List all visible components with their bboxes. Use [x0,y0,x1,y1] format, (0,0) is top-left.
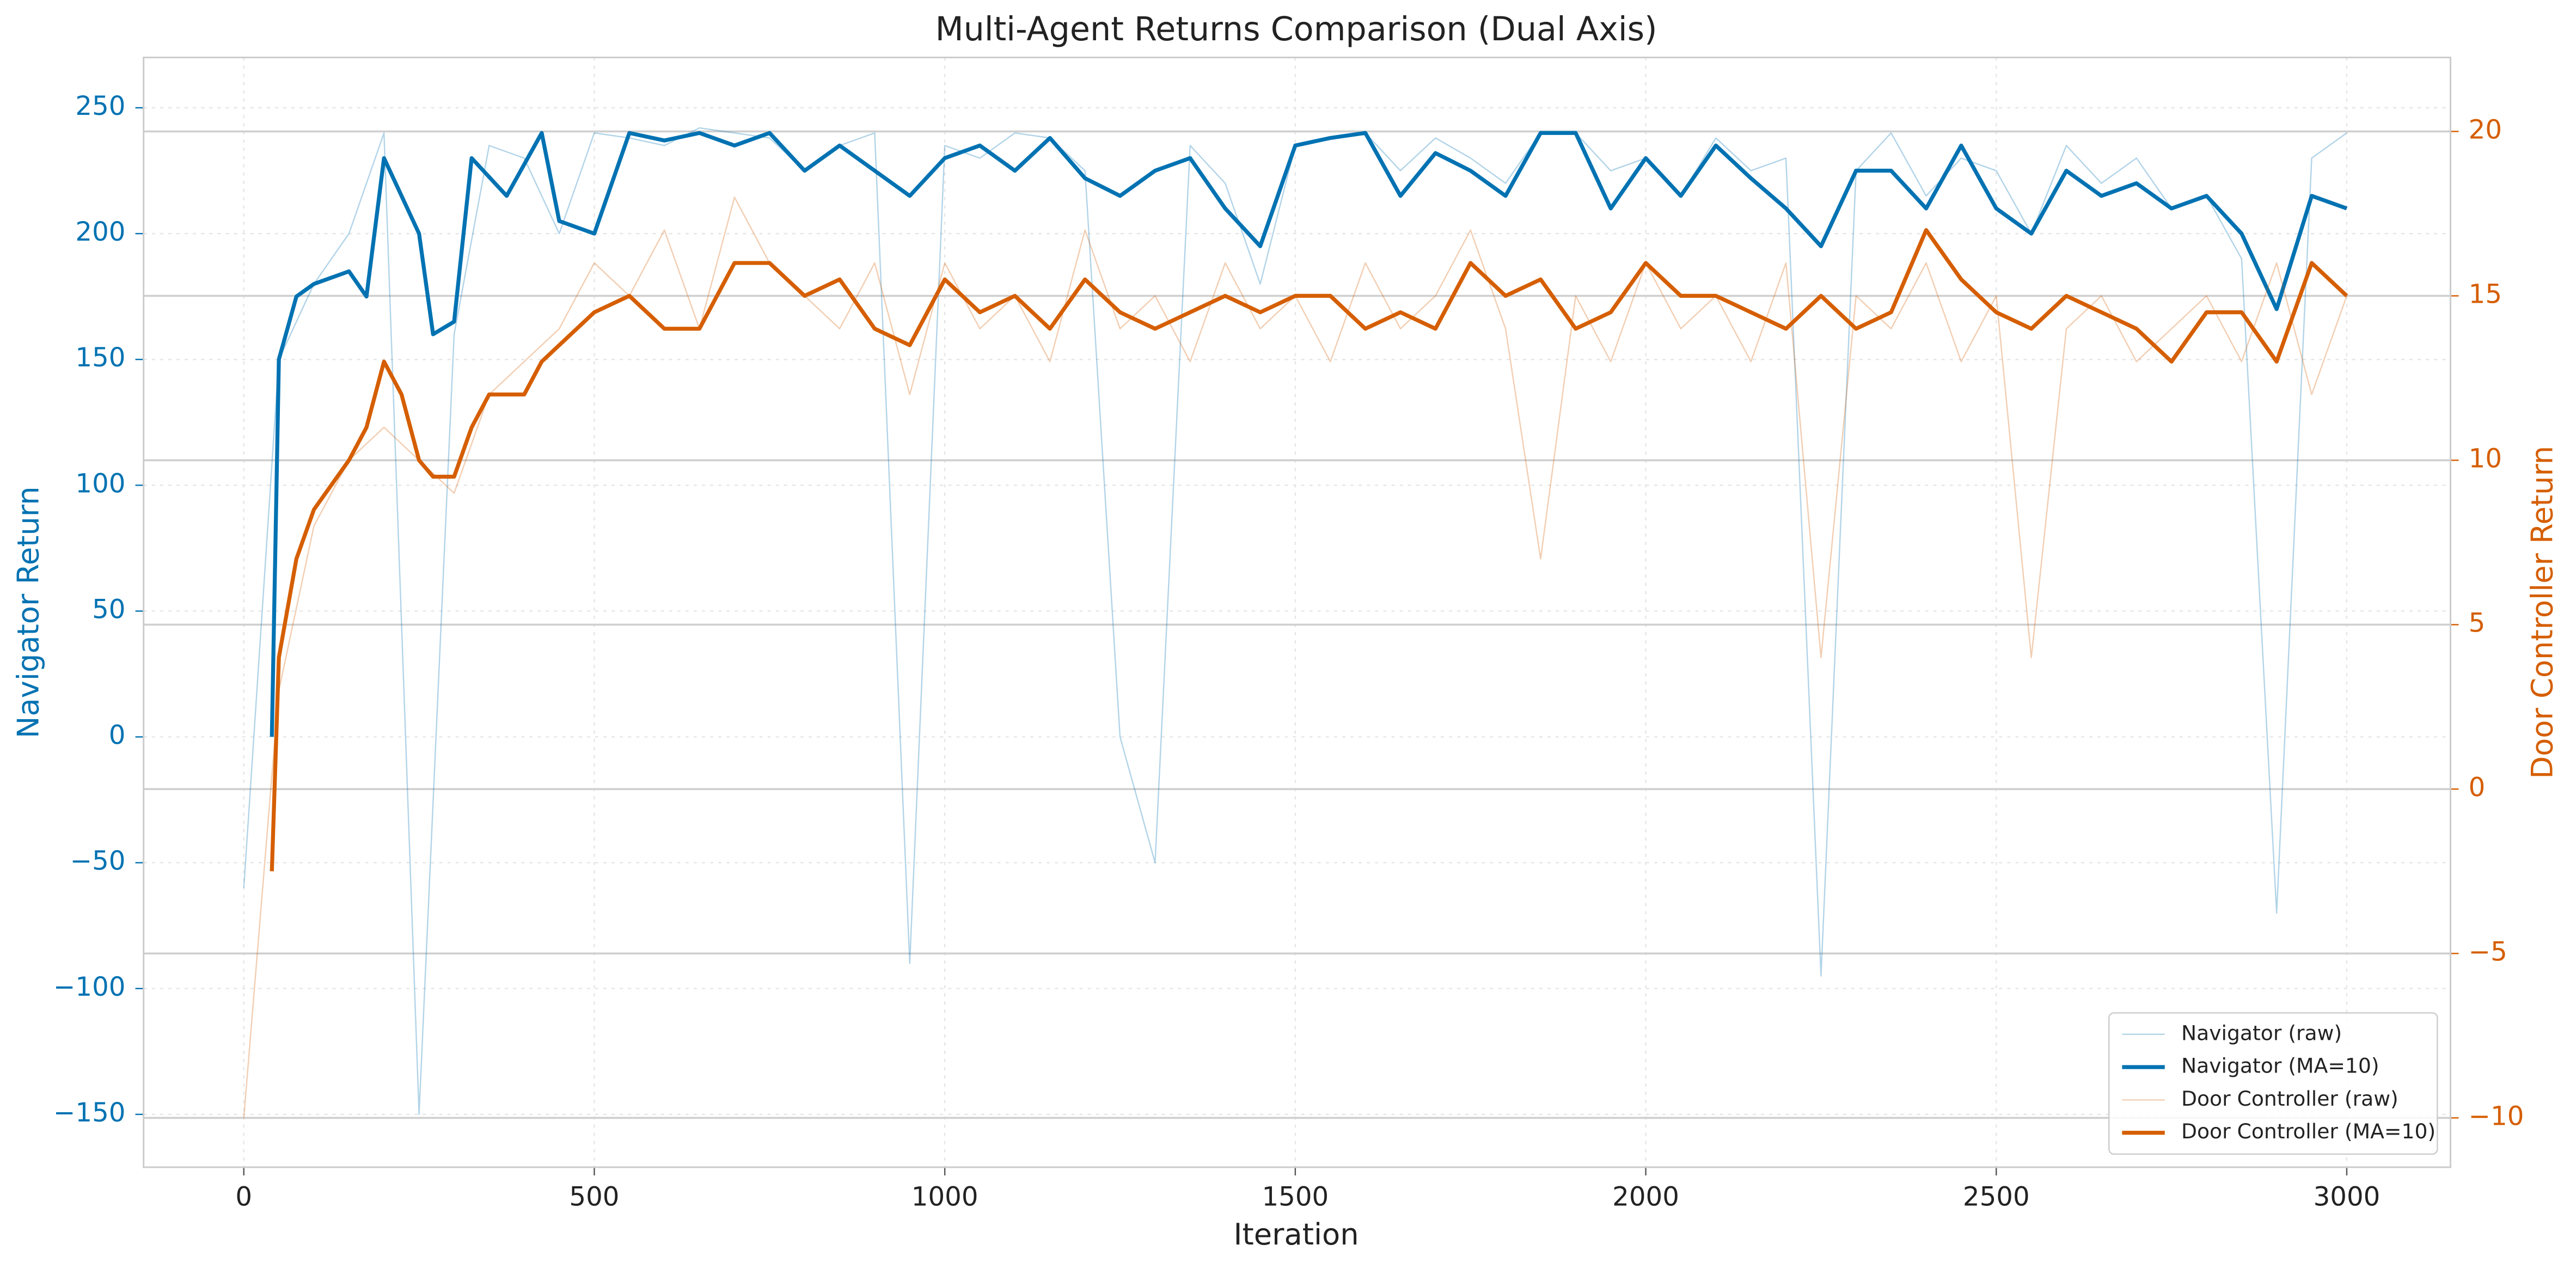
y-tick-label: 200 [75,217,125,247]
y2-tick-label: −10 [2469,1101,2524,1131]
series-line [270,228,2348,872]
x-tick-label: 500 [569,1181,619,1212]
chart-title: Multi-Agent Returns Comparison (Dual Axi… [935,10,1657,48]
y-tick-label: 100 [75,468,125,499]
legend-label: Navigator (MA=10) [2181,1054,2379,1078]
y-axis-label: Navigator Return [11,486,46,738]
series-line [270,131,2348,737]
x-tick-label: 1000 [911,1181,978,1212]
y2-tick-label: 5 [2469,608,2486,638]
x-tick-label: 0 [235,1181,252,1212]
y-tick-label: 250 [75,91,125,121]
y-tick-label: −150 [53,1098,125,1128]
plot-frame [143,57,2451,1168]
x-tick-label: 1500 [1262,1181,1329,1212]
legend-label: Door Controller (MA=10) [2181,1119,2436,1143]
y2-tick-label: 0 [2469,772,2486,802]
y-tick-label: −50 [70,846,126,876]
y2-tick-label: 10 [2469,443,2502,474]
y2-axis-label: Door Controller Return [2525,446,2560,779]
y-tick-label: 50 [92,594,125,624]
legend-label: Door Controller (raw) [2181,1087,2398,1111]
legend-label: Navigator (raw) [2181,1021,2342,1045]
x-tick-label: 3000 [2314,1181,2381,1212]
x-axis-label: Iteration [1233,1217,1359,1252]
y2-tick-label: −5 [2469,936,2507,967]
x-tick-label: 2500 [1963,1181,2030,1212]
legend-box [2108,1012,2438,1155]
y-tick-label: −100 [53,972,125,1002]
y2-tick-label: 20 [2469,114,2502,145]
x-tick-label: 2000 [1612,1181,1679,1212]
y2-tick-label: 15 [2469,279,2502,309]
y-tick-label: 150 [75,342,125,373]
y-tick-label: 0 [109,720,126,751]
